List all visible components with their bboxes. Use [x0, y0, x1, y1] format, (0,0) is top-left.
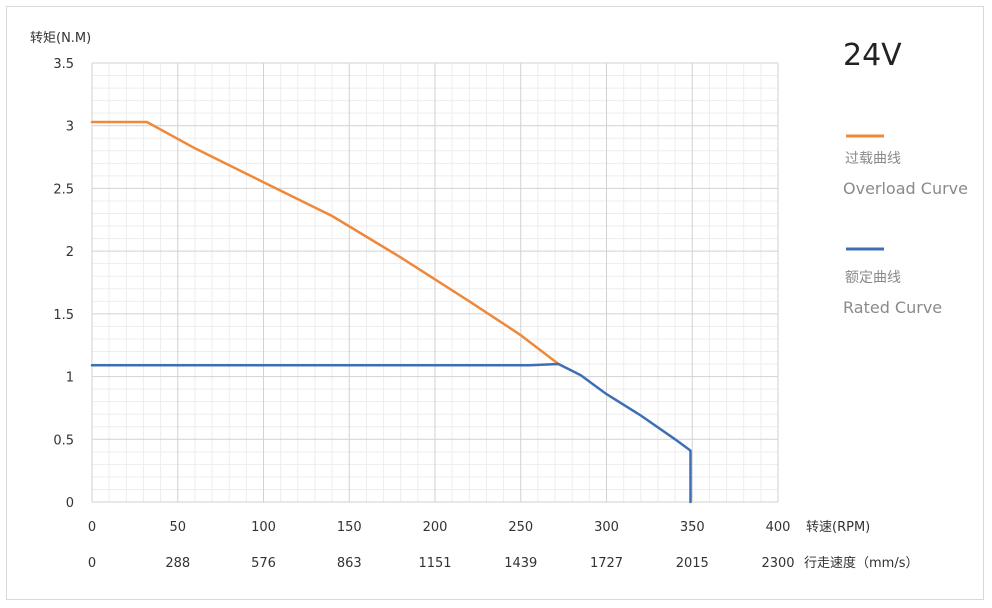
x-tick-label: 200 [423, 520, 448, 535]
x2-tick-labels: 0 288 576 863 1151 1439 1727 2015 2300 [88, 556, 795, 571]
y-tick-label: 3.5 [53, 57, 74, 72]
x-tick-label: 250 [508, 520, 533, 535]
x-axis-title: 转速(RPM) [806, 520, 870, 535]
x-tick-label: 150 [337, 520, 362, 535]
overload-curve-line [90, 120, 560, 366]
chart-frame [6, 6, 984, 600]
legend-label-rated-en: Rated Curve [843, 298, 942, 317]
y-tick-labels: 0 0.5 1 1.5 2 2.5 3 3.5 [53, 57, 74, 511]
major-grid [91, 62, 779, 503]
x2-tick-label: 2015 [676, 556, 709, 571]
x2-tick-label: 1727 [590, 556, 623, 571]
x2-tick-label: 288 [165, 556, 190, 571]
x2-tick-label: 1151 [418, 556, 451, 571]
series-lines [90, 120, 692, 504]
legend-label-overload-en: Overload Curve [843, 179, 968, 198]
y-tick-label: 3 [66, 120, 74, 135]
x-tick-label: 0 [88, 520, 96, 535]
voltage-label: 24V [843, 38, 902, 73]
y-axis-title: 转矩(N.M) [30, 31, 91, 46]
x2-tick-label: 576 [251, 556, 276, 571]
y-tick-label: 0 [66, 496, 74, 511]
x-tick-label: 100 [251, 520, 276, 535]
legend: 过载曲线 Overload Curve 额定曲线 Rated Curve [843, 134, 968, 317]
x-tick-labels: 0 50 100 150 200 250 300 350 400 [88, 520, 791, 535]
y-tick-label: 1 [66, 371, 74, 386]
rated-curve-line [90, 362, 692, 504]
legend-label-rated-cn: 额定曲线 [845, 270, 901, 286]
x-tick-label: 300 [594, 520, 619, 535]
x2-tick-label: 863 [337, 556, 362, 571]
y-tick-label: 2.5 [53, 182, 74, 197]
x-tick-label: 400 [766, 520, 791, 535]
x-tick-label: 350 [680, 520, 705, 535]
x2-axis-title: 行走速度（mm/s） [804, 555, 918, 571]
x2-tick-label: 1439 [504, 556, 537, 571]
y-tick-label: 2 [66, 245, 74, 260]
x-tick-label: 50 [169, 520, 186, 535]
legend-label-overload-cn: 过载曲线 [845, 151, 901, 167]
y-tick-label: 1.5 [53, 308, 74, 323]
x2-tick-label: 2300 [761, 556, 794, 571]
x2-tick-label: 0 [88, 556, 96, 571]
y-tick-label: 0.5 [53, 433, 74, 448]
